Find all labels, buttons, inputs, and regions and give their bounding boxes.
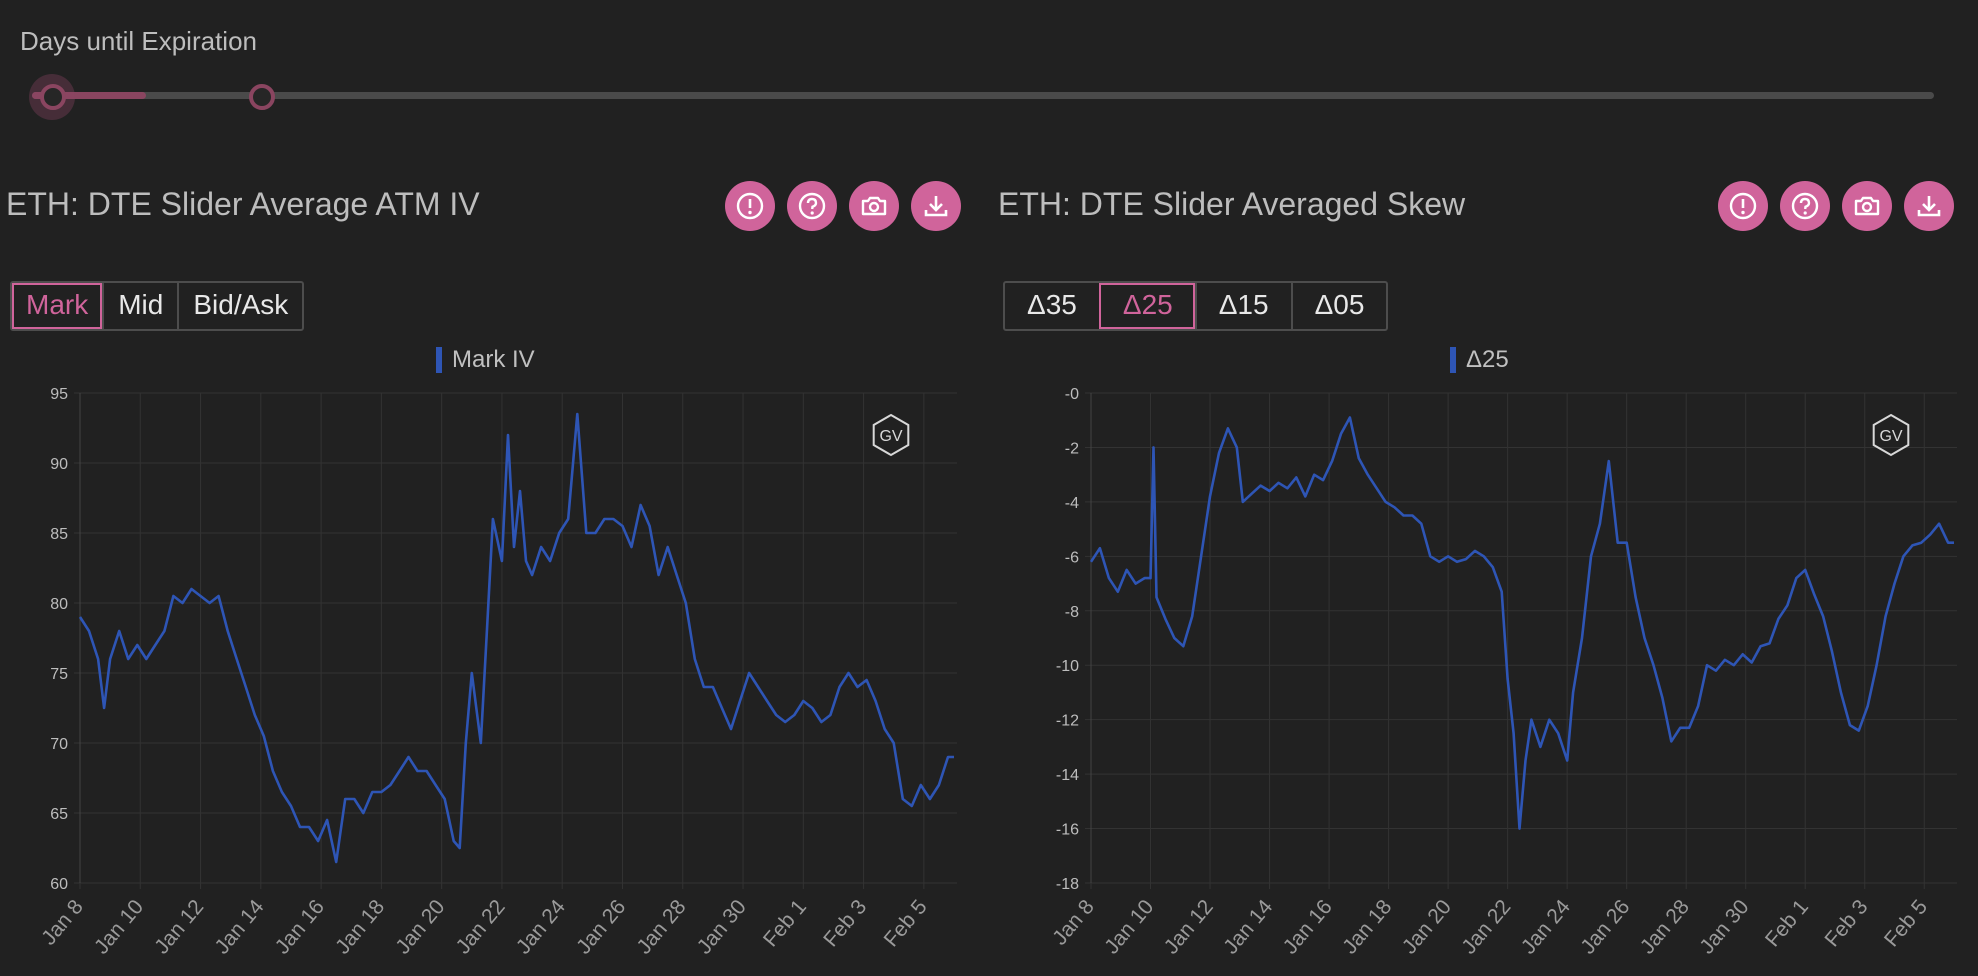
legend-label: Δ25 bbox=[1466, 346, 1509, 373]
price-type-toggle: Mark Mid Bid/Ask bbox=[10, 281, 305, 331]
x-tick-label: Jan 16 bbox=[271, 895, 329, 958]
y-tick-label: 80 bbox=[50, 596, 68, 613]
y-tick-label: -0 bbox=[1065, 386, 1079, 403]
legend-label: Mark IV bbox=[452, 346, 535, 373]
x-tick-label: Jan 12 bbox=[150, 895, 208, 958]
skew-help-button[interactable] bbox=[1780, 181, 1830, 231]
delta-toggle: Δ35 Δ25 Δ15 Δ05 bbox=[1003, 281, 1389, 331]
x-tick-label: Jan 10 bbox=[1100, 895, 1158, 958]
x-tick-label: Jan 14 bbox=[211, 895, 269, 958]
skew-legend[interactable]: Δ25 bbox=[1450, 346, 1509, 374]
download-icon bbox=[1917, 196, 1941, 217]
y-tick-label: 90 bbox=[50, 456, 68, 473]
x-tick-label: Jan 24 bbox=[512, 895, 570, 958]
legend-swatch bbox=[436, 347, 442, 373]
y-tick-label: -12 bbox=[1056, 713, 1079, 730]
tab-delta-25[interactable]: Δ25 bbox=[1098, 283, 1195, 329]
grid bbox=[74, 392, 957, 889]
skew-alert-button[interactable] bbox=[1718, 181, 1768, 231]
x-tick-label: Jan 14 bbox=[1219, 895, 1277, 958]
x-tick-label: Jan 20 bbox=[1398, 895, 1456, 958]
x-tick-label: Jan 12 bbox=[1160, 895, 1218, 958]
y-tick-label: 70 bbox=[50, 736, 68, 753]
atm-iv-legend[interactable]: Mark IV bbox=[436, 346, 535, 374]
dte-slider-track[interactable] bbox=[32, 92, 1934, 99]
x-tick-label: Jan 20 bbox=[391, 895, 449, 958]
x-tick-label: Feb 5 bbox=[880, 895, 932, 951]
series-line bbox=[1089, 416, 1954, 830]
x-tick-label: Jan 8 bbox=[1048, 895, 1099, 949]
y-tick-label: 75 bbox=[50, 666, 68, 683]
y-tick-label: -16 bbox=[1056, 822, 1079, 839]
atm-iv-title: ETH: DTE Slider Average ATM IV bbox=[6, 186, 480, 222]
dte-slider-fill bbox=[32, 92, 147, 99]
x-tick-label: Jan 24 bbox=[1517, 895, 1575, 958]
watermark-hexagon bbox=[872, 413, 910, 457]
skew-panel: ETH: DTE Slider Averaged Skew Δ35 Δ25 Δ1… bbox=[990, 0, 1978, 976]
y-tick-label: -4 bbox=[1065, 495, 1079, 512]
x-tick-label: Feb 5 bbox=[1880, 895, 1932, 951]
x-tick-label: Jan 22 bbox=[1457, 895, 1515, 958]
tab-delta-15[interactable]: Δ15 bbox=[1194, 283, 1291, 329]
x-tick-label: Jan 30 bbox=[1695, 895, 1753, 958]
x-tick-label: Jan 8 bbox=[37, 895, 88, 949]
watermark-hexagon bbox=[1872, 413, 1910, 457]
alert-icon bbox=[1729, 192, 1757, 220]
alert-icon bbox=[736, 192, 764, 220]
y-tick-label: 65 bbox=[50, 806, 68, 823]
x-tick-label: Jan 26 bbox=[1576, 895, 1634, 958]
x-tick-label: Feb 1 bbox=[1761, 895, 1813, 951]
atm-iv-screenshot-button[interactable] bbox=[849, 181, 899, 231]
y-tick-label: -2 bbox=[1065, 440, 1079, 457]
x-tick-label: Jan 28 bbox=[632, 895, 690, 958]
dte-slider-thumb-high[interactable] bbox=[249, 84, 276, 110]
y-tick-label: 60 bbox=[50, 876, 68, 893]
y-tick-label: 95 bbox=[50, 386, 68, 403]
y-tick-label: 85 bbox=[50, 526, 68, 543]
tab-mark[interactable]: Mark bbox=[12, 283, 103, 329]
tab-delta-05[interactable]: Δ05 bbox=[1290, 283, 1387, 329]
x-tick-label: Jan 10 bbox=[90, 895, 148, 958]
dte-slider-thumb-low[interactable] bbox=[40, 84, 66, 110]
y-tick-label: -8 bbox=[1065, 604, 1079, 621]
skew-download-button[interactable] bbox=[1904, 181, 1954, 231]
watermark-label: GV bbox=[1879, 428, 1902, 445]
tab-delta-35[interactable]: Δ35 bbox=[1027, 289, 1077, 320]
camera-icon bbox=[861, 196, 887, 216]
camera-icon bbox=[1854, 196, 1880, 216]
tab-bid-ask[interactable]: Bid/Ask bbox=[177, 283, 302, 329]
tab-mid[interactable]: Mid bbox=[102, 283, 177, 329]
atm-iv-download-button[interactable] bbox=[911, 181, 961, 231]
series-line bbox=[78, 412, 954, 864]
x-tick-label: Jan 22 bbox=[452, 895, 510, 958]
dte-slider-label: Days until Expiration bbox=[20, 26, 257, 56]
skew-title: ETH: DTE Slider Averaged Skew bbox=[998, 186, 1466, 222]
x-tick-label: Feb 3 bbox=[1820, 895, 1872, 951]
watermark-label: GV bbox=[879, 428, 902, 445]
x-tick-label: Jan 26 bbox=[572, 895, 630, 958]
x-tick-label: Feb 3 bbox=[819, 895, 871, 951]
help-icon bbox=[798, 192, 826, 220]
skew-screenshot-button[interactable] bbox=[1842, 181, 1892, 231]
y-tick-label: -14 bbox=[1056, 767, 1079, 784]
y-tick-label: -6 bbox=[1065, 549, 1079, 566]
y-tick-label: -18 bbox=[1056, 876, 1079, 893]
legend-swatch bbox=[1450, 347, 1456, 373]
x-tick-label: Feb 1 bbox=[759, 895, 811, 951]
atm-iv-alert-button[interactable] bbox=[725, 181, 775, 231]
atm-iv-help-button[interactable] bbox=[787, 181, 837, 231]
download-icon bbox=[924, 196, 948, 217]
x-tick-label: Jan 18 bbox=[1338, 895, 1396, 958]
y-tick-label: -10 bbox=[1056, 658, 1079, 675]
x-tick-label: Jan 30 bbox=[693, 895, 751, 958]
x-tick-label: Jan 28 bbox=[1636, 895, 1694, 958]
x-tick-label: Jan 16 bbox=[1279, 895, 1337, 958]
atm-iv-panel: ETH: DTE Slider Average ATM IV Mark Mid … bbox=[0, 0, 980, 976]
x-tick-label: Jan 18 bbox=[331, 895, 389, 958]
help-icon bbox=[1791, 192, 1819, 220]
